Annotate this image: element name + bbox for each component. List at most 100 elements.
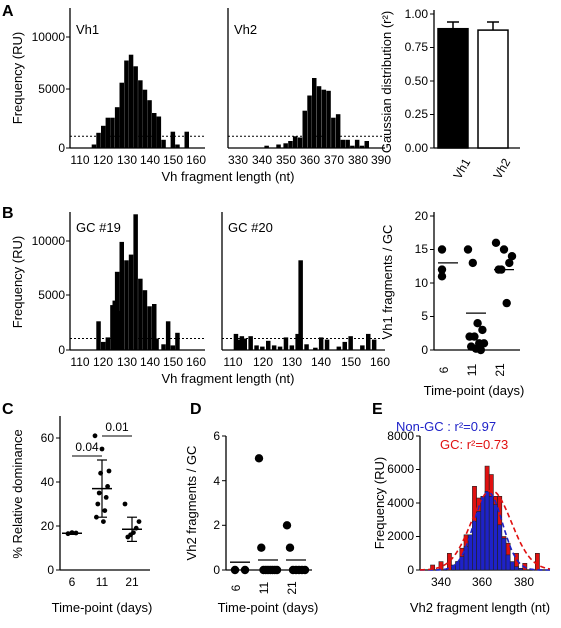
data-point: [92, 433, 98, 439]
data-point: [254, 454, 264, 463]
data-point: [101, 519, 106, 524]
data-point: [96, 490, 102, 496]
histogram-bar-non-gc: [476, 511, 482, 571]
panel-title-gc20: GC #20: [228, 220, 273, 235]
y-tick-label: 6: [213, 429, 220, 443]
x-tick-label: 120: [93, 153, 113, 167]
histogram-bar: [117, 310, 122, 350]
histogram-bar: [295, 333, 300, 350]
gaussian-bars: [437, 21, 509, 149]
histogram-bar: [124, 60, 129, 148]
histogram-bar: [142, 89, 148, 148]
histogram-bar: [96, 321, 101, 351]
panel-b-vh1-per-gc: 20 15 10 5 0 6 11 21 Time-point (days): [415, 209, 525, 398]
histogram-bar: [304, 344, 309, 351]
histogram-bar: [110, 305, 115, 350]
data-point: [122, 501, 128, 507]
histogram-bar: [336, 346, 342, 350]
x-tick-label: 110: [70, 355, 89, 369]
histogram-bar: [335, 114, 341, 148]
histogram-bar-non-gc: [455, 561, 461, 571]
histogram-bar: [170, 345, 176, 350]
histogram-bar-non-gc: [497, 524, 503, 571]
legend-gc: GC: r²=0.73: [440, 437, 508, 452]
x-tick-label: 380: [514, 575, 534, 589]
histogram-bar: [359, 145, 365, 148]
gaussian-fit-gc: [419, 489, 551, 571]
x-tick-label: 360: [472, 575, 492, 589]
panel-letter-d: D: [190, 401, 202, 418]
y-tick-label: 1.00: [405, 7, 429, 21]
histogram-bar: [233, 333, 239, 350]
histogram-bar: [266, 340, 271, 350]
histogram-bar: [254, 345, 259, 350]
y-tick-label: 5000: [38, 82, 65, 96]
histogram-bar-non-gc: [484, 490, 490, 571]
histogram-bar: [260, 346, 265, 350]
histogram-bar: [133, 66, 138, 148]
histogram-bar: [170, 131, 176, 148]
histogram-bar: [283, 337, 289, 350]
histogram-bar: [152, 304, 157, 350]
y-tick-label: 0: [58, 343, 65, 357]
data-point: [463, 245, 473, 254]
histogram-bar: [360, 345, 365, 350]
x-category-label: 6: [229, 584, 243, 591]
histogram-bar: [288, 141, 293, 148]
histogram-bar: [152, 113, 157, 148]
histogram-bar: [175, 144, 180, 148]
x-category-label: 11: [257, 581, 271, 594]
data-point: [125, 534, 131, 540]
histogram-bar: [318, 337, 324, 350]
y-tick-label: 15: [415, 242, 429, 256]
histogram-bar: [354, 139, 360, 148]
y-tick-label: 0: [58, 141, 65, 155]
data-point: [95, 501, 101, 507]
histogram-bar: [119, 241, 124, 350]
panel-d-vh2-per-gc: 6 4 2 0 6 11 21 Time-point (days): [213, 429, 318, 615]
data-point: [470, 332, 479, 341]
y-tick-label: 10000: [32, 30, 66, 44]
y-tick-label: 0.50: [405, 74, 429, 88]
histogram-bar: [321, 89, 327, 148]
histogram-bar: [326, 90, 331, 148]
x-tick-label: 130: [282, 355, 302, 369]
x-tick-label: 150: [341, 355, 361, 369]
data-point: [106, 468, 112, 474]
y-tick-label: 0: [213, 563, 220, 577]
histogram-bar: [128, 54, 134, 149]
histogram-bar: [101, 341, 106, 350]
histogram-bar-non-gc: [514, 566, 519, 571]
panel-title-vh2: Vh2: [234, 22, 257, 37]
histogram-bar-non-gc: [488, 495, 494, 571]
significance-p-value: 0.04: [75, 440, 99, 454]
data-point: [240, 565, 250, 575]
y-tick-label: 0: [407, 563, 414, 577]
y-axis-label-gaussian: Gaussian distribution (r²): [379, 11, 394, 153]
panel-letter-b: B: [2, 205, 14, 222]
histogram-bar: [331, 117, 336, 148]
y-tick-label: 10: [415, 276, 429, 290]
histogram-bar: [110, 117, 115, 148]
histogram-bar: [105, 117, 111, 148]
histogram-bar: [112, 300, 117, 350]
x-category-label: 6: [69, 575, 76, 589]
x-tick-label: 160: [370, 355, 390, 369]
panel-title-vh1: Vh1: [76, 22, 99, 37]
histogram-bar: [302, 110, 307, 148]
legend-non-gc: Non-GC : r²=0.97: [396, 419, 496, 434]
dots-vh1-per-gc: [437, 238, 517, 355]
histogram-bar: [147, 100, 152, 148]
x-tick-label: 130: [117, 153, 137, 167]
x-category-label-vh2: Vh2: [490, 156, 513, 182]
histogram-bar: [128, 254, 134, 350]
histogram-bar: [165, 321, 171, 351]
bars-gc20: [233, 260, 377, 351]
histogram-bar: [184, 131, 189, 148]
histogram-bar: [307, 95, 312, 148]
histogram-bar: [298, 260, 303, 350]
data-point: [300, 565, 310, 575]
y-tick-label: 10000: [32, 234, 66, 248]
dots-dominance: [62, 433, 142, 543]
